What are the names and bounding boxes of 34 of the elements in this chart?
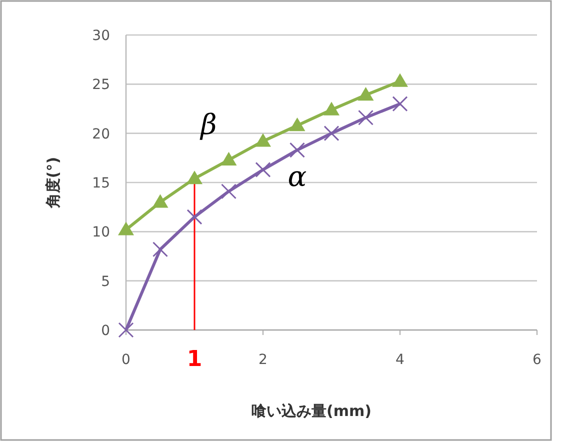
y-tick-label: 0 [101, 323, 110, 339]
series-label: β [200, 108, 217, 141]
y-tick-label: 5 [101, 274, 110, 290]
point [152, 242, 168, 258]
point [392, 73, 408, 87]
point [358, 86, 374, 101]
point [118, 322, 134, 338]
series-label: α [288, 160, 307, 194]
point [220, 152, 237, 166]
point [324, 102, 340, 116]
y-axis-title: 角度(°) [44, 156, 62, 210]
y-tick-label: 25 [92, 77, 110, 94]
x-tick-label: 4 [396, 352, 405, 368]
x-axis-title: 喰い込み量(mm) [252, 402, 372, 420]
point [392, 96, 408, 112]
point [221, 184, 236, 200]
point [289, 117, 306, 132]
point [290, 142, 305, 158]
y-tick-label: 20 [92, 126, 110, 142]
point [186, 209, 202, 225]
point [324, 126, 340, 142]
ref-line-label: 1 [186, 347, 202, 372]
point [255, 133, 271, 147]
y-tick-label: 30 [92, 28, 110, 44]
x-tick-label: 2 [258, 352, 268, 368]
point [186, 170, 202, 184]
point [255, 162, 271, 178]
y-tick-label: 10 [92, 224, 110, 241]
point [152, 194, 168, 208]
x-tick-label: 6 [532, 352, 542, 368]
point [358, 110, 374, 126]
point [118, 222, 134, 236]
x-tick-label: 0 [122, 352, 130, 368]
y-tick-label: 15 [92, 176, 110, 192]
